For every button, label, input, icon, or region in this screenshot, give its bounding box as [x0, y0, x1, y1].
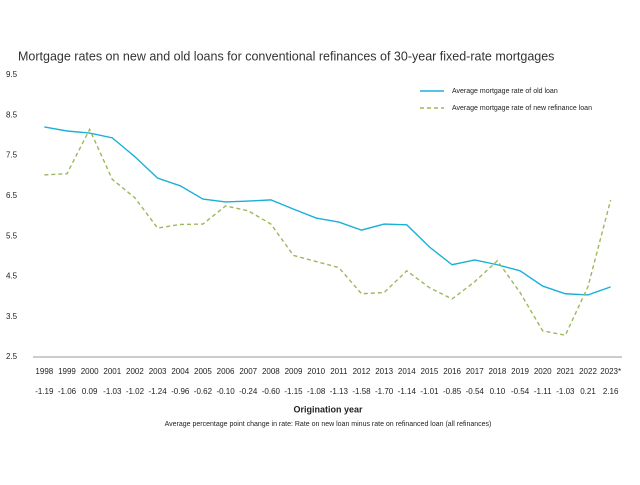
- x-tick-label: 2019: [511, 367, 529, 376]
- change-label: -1.06: [58, 387, 77, 396]
- x-tick-label: 2009: [285, 367, 303, 376]
- y-tick-label: 6.5: [6, 191, 18, 200]
- x-tick-label: 2004: [171, 367, 189, 376]
- x-tick-label: 2000: [81, 367, 99, 376]
- change-label: -0.60: [262, 387, 281, 396]
- x-tick-label: 2011: [330, 367, 348, 376]
- change-label: -0.24: [239, 387, 258, 396]
- change-label: 0.09: [82, 387, 98, 396]
- change-label: 0.21: [580, 387, 596, 396]
- change-label: -1.08: [307, 387, 326, 396]
- change-label: -1.13: [330, 387, 349, 396]
- change-label: -0.54: [466, 387, 485, 396]
- x-tick-label: 2016: [443, 367, 461, 376]
- footnote: Average percentage point change in rate:…: [165, 421, 492, 428]
- x-tick-label: 2012: [353, 367, 371, 376]
- y-tick-label: 7.5: [6, 151, 18, 160]
- change-label: -1.58: [352, 387, 371, 396]
- change-label: -1.03: [103, 387, 122, 396]
- x-tick-label: 2015: [421, 367, 439, 376]
- change-label: 0.10: [490, 387, 506, 396]
- x-tick-label: 2021: [556, 367, 574, 376]
- x-axis-label: Origination year: [293, 404, 363, 414]
- y-tick-label: 4.5: [6, 272, 18, 281]
- change-label: -1.01: [420, 387, 439, 396]
- y-tick-label: 5.5: [6, 231, 18, 240]
- x-tick-label: 2018: [489, 367, 507, 376]
- x-tick-label: 1999: [58, 367, 76, 376]
- change-label: -1.15: [284, 387, 303, 396]
- legend-label: Average mortgage rate of new refinance l…: [452, 105, 592, 112]
- change-label: -1.03: [556, 387, 575, 396]
- y-tick-label: 9.5: [6, 70, 18, 79]
- x-tick-label: 2022: [579, 367, 597, 376]
- y-tick-label: 2.5: [6, 352, 18, 361]
- series-line: [44, 127, 612, 337]
- change-label: -0.54: [511, 387, 530, 396]
- change-label: -0.10: [216, 387, 235, 396]
- x-tick-label: 2002: [126, 367, 144, 376]
- change-label: -0.96: [171, 387, 190, 396]
- x-tick-label: 2013: [375, 367, 393, 376]
- chart-title: Mortgage rates on new and old loans for …: [18, 49, 554, 63]
- x-tick-label: 2017: [466, 367, 484, 376]
- change-label: -1.02: [126, 387, 145, 396]
- x-tick-label: 2001: [103, 367, 121, 376]
- legend-label: Average mortgage rate of old loan: [452, 88, 558, 95]
- x-tick-label: 2023*: [600, 367, 621, 376]
- y-tick-label: 8.5: [6, 110, 18, 119]
- change-label: -1.19: [35, 387, 54, 396]
- x-tick-label: 2020: [534, 367, 552, 376]
- change-label: -0.62: [194, 387, 213, 396]
- series-line: [44, 126, 611, 296]
- y-tick-label: 3.5: [6, 312, 18, 321]
- x-tick-label: 2014: [398, 367, 416, 376]
- change-label: 2.16: [603, 387, 619, 396]
- x-tick-label: 2005: [194, 367, 212, 376]
- change-label: -1.14: [398, 387, 417, 396]
- x-tick-label: 2010: [307, 367, 325, 376]
- change-label: -1.24: [148, 387, 167, 396]
- change-label: -0.85: [443, 387, 462, 396]
- x-tick-label: 2003: [149, 367, 167, 376]
- x-tick-label: 1998: [35, 367, 53, 376]
- x-tick-label: 2006: [217, 367, 235, 376]
- x-tick-label: 2007: [239, 367, 257, 376]
- change-label: -1.70: [375, 387, 394, 396]
- x-tick-label: 2008: [262, 367, 280, 376]
- change-label: -1.11: [534, 387, 552, 396]
